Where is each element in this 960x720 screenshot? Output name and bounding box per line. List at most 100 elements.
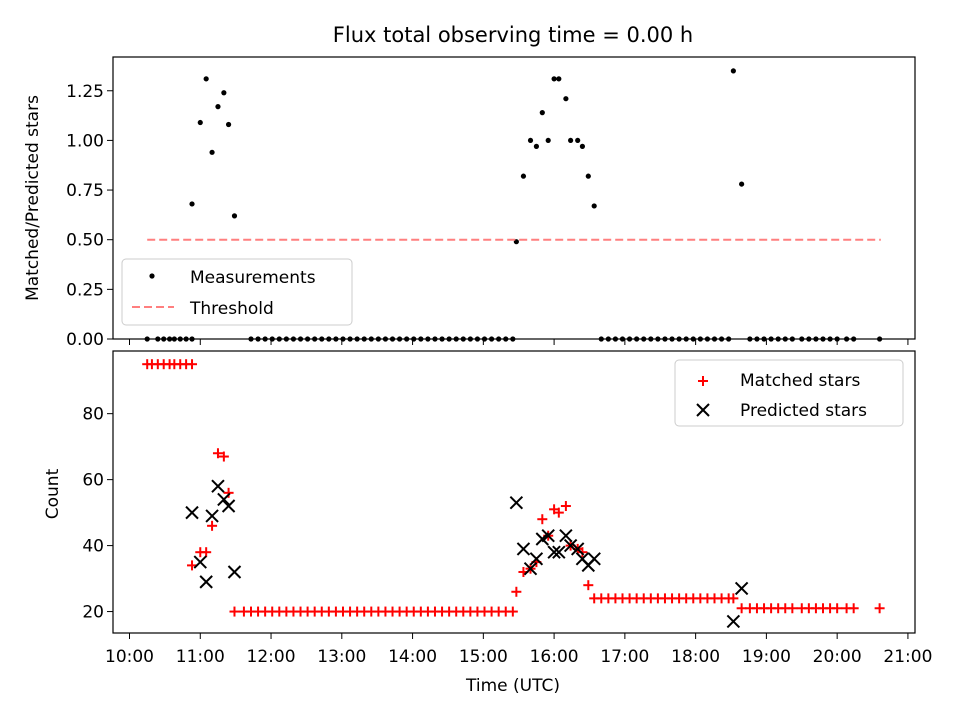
xtick-label: 16:00	[530, 647, 579, 667]
measurement-point	[520, 173, 527, 179]
figure-title: Flux total observing time = 0.00 h	[333, 23, 693, 47]
legend-predicted-marker	[696, 403, 710, 417]
measurement-point	[545, 137, 551, 144]
measurement-point	[527, 137, 534, 144]
ratio-panel-frame	[112, 56, 916, 340]
ratio-ytick-label: 0.25	[66, 280, 104, 300]
measurement-point	[533, 143, 540, 149]
xtick-label: 20:00	[813, 647, 862, 667]
predicted-point	[185, 505, 199, 520]
matched-point	[229, 606, 240, 617]
measurement-point	[579, 143, 586, 149]
xtick-label: 12:00	[247, 647, 296, 667]
measurement-point	[591, 203, 597, 209]
matched-point	[201, 547, 212, 558]
legend-matched-label: Matched stars	[740, 371, 860, 391]
predicted-point	[227, 565, 242, 579]
ratio-ytick-label: 0.00	[66, 330, 104, 350]
predicted-point	[221, 499, 236, 513]
xtick-label: 14:00	[388, 647, 437, 667]
count-legend-box	[674, 359, 904, 427]
predicted-point	[193, 555, 207, 569]
predicted-point	[552, 545, 566, 559]
count-ytick-label: 40	[82, 537, 104, 557]
predicted-point	[587, 552, 601, 566]
xtick-label: 19:00	[742, 647, 791, 667]
predicted-point	[541, 528, 555, 543]
measurement-point	[575, 137, 581, 144]
matched-point	[507, 606, 518, 617]
matched-point	[212, 448, 223, 459]
matched-point	[848, 603, 859, 614]
predicted-point	[570, 542, 585, 556]
count-ytick-label: 80	[82, 405, 104, 425]
matched-point	[537, 514, 548, 525]
ratio-axis: 0.00 0.25 0.50 0.75 1.00 1.25	[66, 82, 909, 350]
xtick-label: 15:00	[459, 647, 508, 667]
xtick-label: 11:00	[176, 647, 225, 667]
measurement-point	[203, 76, 209, 82]
count-ytick-label: 60	[82, 471, 104, 491]
predicted-point	[205, 509, 219, 523]
count-panel-frame	[112, 350, 916, 634]
count-ylabel: Count	[43, 468, 63, 519]
legend-measurements-marker	[149, 273, 155, 279]
matched-point	[511, 586, 522, 597]
matched-point	[874, 603, 885, 614]
measurement-point	[215, 104, 221, 110]
xtick-label: 21:00	[883, 647, 932, 667]
measurement-point	[209, 149, 215, 155]
matched-point	[553, 507, 564, 518]
measurement-point	[231, 213, 238, 219]
measurement-point	[568, 137, 574, 144]
measurement-point	[539, 110, 545, 116]
matched-point	[207, 520, 218, 531]
xtick-label: 17:00	[600, 647, 649, 667]
predicted-point	[726, 614, 741, 629]
count-panel: 20 40 60 80 Count Matched stars Predicted s…	[43, 350, 916, 639]
matched-point	[787, 603, 798, 614]
matched-point	[187, 560, 198, 571]
measurement-point	[563, 96, 569, 102]
predicted-point	[516, 542, 531, 556]
xtick-label: 10:00	[105, 647, 154, 667]
matched-point	[583, 580, 594, 591]
matched-point	[187, 359, 198, 370]
measurement-point	[551, 76, 557, 82]
ratio-ytick-label: 1.25	[66, 82, 104, 102]
measurement-point	[197, 119, 203, 126]
matched-point	[728, 593, 739, 604]
measurement-point	[221, 90, 227, 96]
matched-point	[223, 487, 234, 498]
legend-measurements-label: Measurements	[190, 268, 316, 288]
measurement-point	[225, 121, 232, 128]
count-ytick-label: 20	[82, 603, 104, 623]
ratio-ylabel: Matched/Predicted stars	[23, 95, 43, 301]
count-axis: 20 40 60 80	[82, 405, 909, 639]
predicted-point	[523, 561, 538, 576]
measurement-point	[739, 181, 745, 187]
predicted-point	[217, 492, 231, 507]
predicted-point	[529, 552, 544, 566]
count-marks	[142, 359, 885, 629]
xtick-label: 13:00	[317, 647, 366, 667]
count-legend: Matched stars Predicted stars	[674, 359, 904, 427]
predicted-point	[563, 538, 578, 553]
matched-point	[560, 501, 571, 512]
legend-predicted-label: Predicted stars	[740, 401, 867, 421]
ratio-ytick-label: 0.50	[66, 231, 104, 251]
ratio-legend-box	[121, 258, 353, 326]
ratio-ytick-label: 1.00	[66, 131, 104, 151]
predicted-point	[199, 575, 213, 589]
ratio-panel: 0.00 0.25 0.50 0.75 1.00 1.25 Matched/Predict…	[23, 56, 916, 350]
predicted-point	[547, 545, 561, 559]
measurement-point	[730, 68, 736, 74]
xtick-label: 18:00	[671, 647, 720, 667]
measurement-point	[585, 173, 591, 179]
predicted-point	[509, 496, 524, 510]
ratio-ytick-label: 0.75	[66, 181, 104, 201]
ratio-legend: Measurements Threshold	[121, 258, 353, 326]
matched-point	[832, 603, 843, 614]
matched-point	[577, 547, 588, 558]
legend-matched-marker	[698, 376, 708, 386]
